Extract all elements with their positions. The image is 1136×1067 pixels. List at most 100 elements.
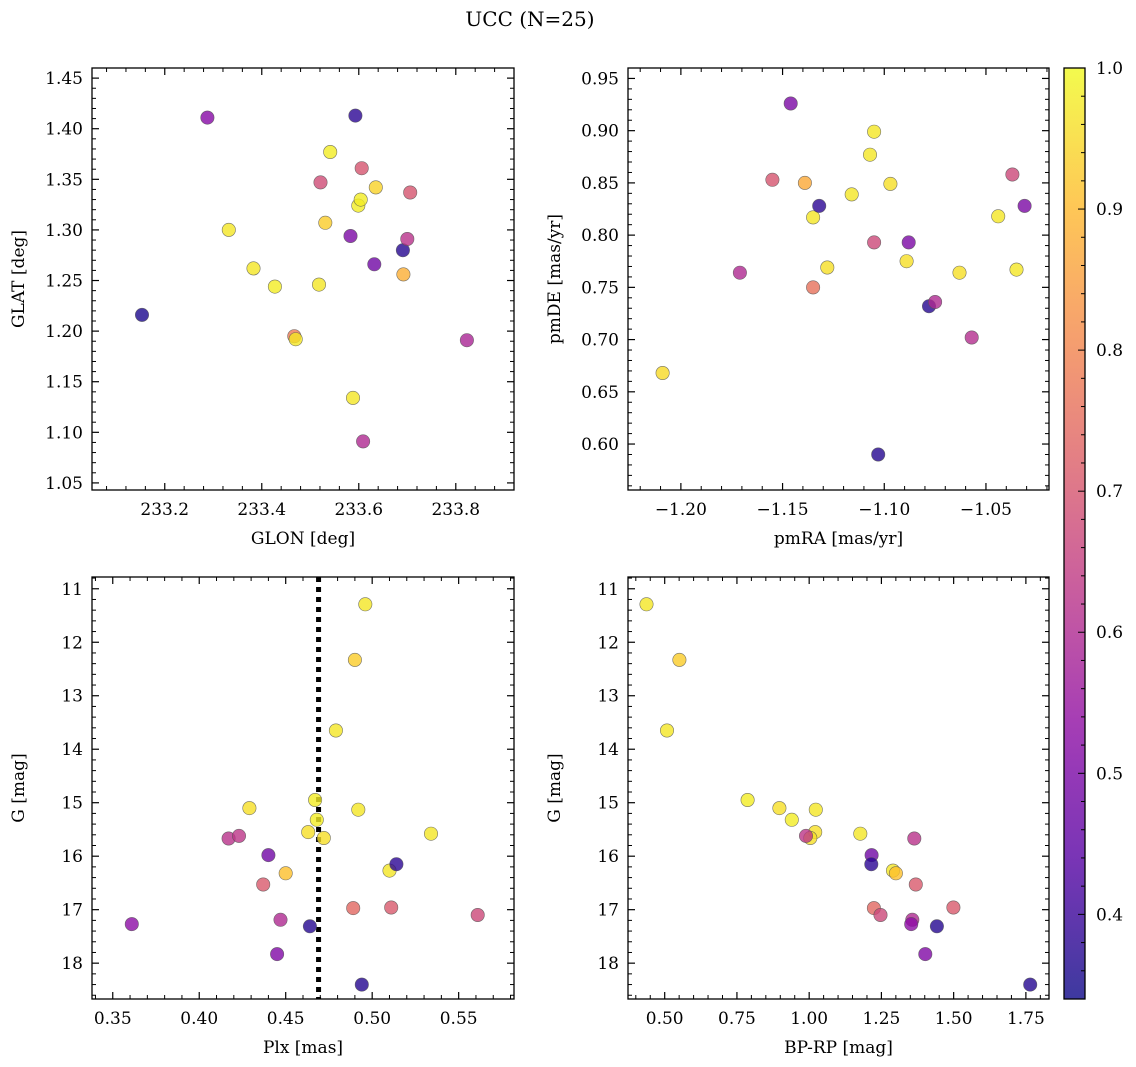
data-point xyxy=(784,812,799,827)
y-tick-label: 1.30 xyxy=(45,221,83,241)
data-point xyxy=(318,215,333,230)
data-point xyxy=(232,828,247,843)
data-point xyxy=(783,96,798,111)
data-point xyxy=(806,280,821,295)
x-tick-label: −1.05 xyxy=(960,500,1012,520)
x-axis-label: pmRA [mas/yr] xyxy=(774,529,903,549)
data-point xyxy=(844,187,859,202)
x-tick-label: 0.40 xyxy=(180,1009,218,1029)
x-tick-label: 233.2 xyxy=(140,500,189,520)
data-point xyxy=(270,947,285,962)
data-point xyxy=(853,826,868,841)
y-tick-label: 15 xyxy=(61,794,83,814)
data-point xyxy=(929,919,944,934)
x-tick-label: 233.8 xyxy=(431,500,480,520)
x-tick-label: 1.75 xyxy=(1007,1009,1045,1029)
data-point xyxy=(470,907,485,922)
y-tick-label: 11 xyxy=(597,580,619,600)
y-axis-label: pmDE [mas/yr] xyxy=(545,214,565,344)
data-point xyxy=(1005,167,1020,182)
x-tick-label: 0.50 xyxy=(353,1009,391,1029)
data-point xyxy=(323,145,338,160)
colorbar-tick-label: 1.0 xyxy=(1096,59,1123,79)
x-tick-label: 233.4 xyxy=(237,500,286,520)
data-point xyxy=(396,267,411,282)
data-point xyxy=(346,901,361,916)
data-point xyxy=(772,801,787,816)
x-tick-label: −1.15 xyxy=(757,500,809,520)
x-tick-label: −1.10 xyxy=(858,500,910,520)
data-point xyxy=(221,222,236,237)
data-point xyxy=(309,812,324,827)
data-point xyxy=(1023,977,1038,992)
colorbar-gradient xyxy=(1064,68,1085,999)
y-tick-label: 14 xyxy=(597,740,619,760)
y-tick-label: 0.85 xyxy=(581,174,619,194)
data-point xyxy=(873,907,888,922)
data-point xyxy=(358,597,373,612)
y-tick-label: 1.25 xyxy=(45,272,83,292)
data-point xyxy=(301,825,316,840)
data-point xyxy=(389,857,404,872)
y-tick-label: 17 xyxy=(61,901,83,921)
data-point xyxy=(347,652,362,667)
x-tick-label: 233.6 xyxy=(334,500,383,520)
data-point xyxy=(904,917,919,932)
data-point xyxy=(806,210,821,225)
data-point xyxy=(351,802,366,817)
data-point xyxy=(991,209,1006,224)
colorbar-tick-label: 0.4 xyxy=(1096,905,1123,925)
data-point xyxy=(261,848,276,863)
y-tick-label: 18 xyxy=(597,954,619,974)
data-point xyxy=(928,294,943,309)
data-point xyxy=(400,232,415,247)
data-point xyxy=(403,185,418,200)
data-point xyxy=(1009,262,1024,277)
data-point xyxy=(812,198,827,213)
axes-frame xyxy=(627,576,1050,1000)
data-point xyxy=(946,900,961,915)
x-tick-label: 0.35 xyxy=(94,1009,132,1029)
point-group xyxy=(639,597,1038,992)
data-point xyxy=(354,977,369,992)
data-point xyxy=(302,919,317,934)
axes-frame xyxy=(627,67,1050,491)
x-tick-label: 0.50 xyxy=(646,1009,684,1029)
y-tick-label: 16 xyxy=(597,847,619,867)
colorbar-tick-label: 0.8 xyxy=(1096,341,1123,361)
data-point xyxy=(1017,198,1032,213)
y-tick-label: 14 xyxy=(61,740,83,760)
data-point xyxy=(659,723,674,738)
data-point xyxy=(765,172,780,187)
data-point xyxy=(867,124,882,139)
y-tick-label: 16 xyxy=(61,847,83,867)
panel-top-right: −1.20 −1.15 −1.10 −1.05 0.60 0.65 0.70 0.75 0.80… xyxy=(545,67,1050,549)
panel-top-left: 233.2 233.4 233.6 233.8 1.05 1.10 1.15 1.20 1.25… xyxy=(9,67,515,549)
data-point xyxy=(368,180,383,195)
data-point xyxy=(907,831,922,846)
y-tick-label: 13 xyxy=(597,687,619,707)
x-tick-label: 0.55 xyxy=(440,1009,478,1029)
y-axis-label: G [mag] xyxy=(9,753,29,822)
data-point xyxy=(798,828,813,843)
data-point xyxy=(459,333,474,348)
data-point xyxy=(732,265,747,280)
data-point xyxy=(899,254,914,269)
data-point xyxy=(797,175,812,190)
data-point xyxy=(308,792,323,807)
data-point xyxy=(200,110,215,125)
y-tick-label: 1.45 xyxy=(45,69,83,89)
data-point xyxy=(124,917,139,932)
data-point xyxy=(345,390,360,405)
y-tick-label: 18 xyxy=(61,954,83,974)
colorbar-tick-label: 0.6 xyxy=(1096,623,1123,643)
colorbar: 0.4 0.5 0.6 0.7 0.8 0.9 1.0 xyxy=(1063,59,1123,1000)
data-point xyxy=(964,330,979,345)
panel-bottom-left: 0.35 0.40 0.45 0.50 0.55 11 12 13 14 15 16 17 18 Plx … xyxy=(9,576,515,1058)
data-point xyxy=(311,277,326,292)
axes-frame xyxy=(91,67,515,491)
y-tick-label: 0.90 xyxy=(581,122,619,142)
x-axis-label: Plx [mas] xyxy=(263,1038,343,1058)
data-point xyxy=(672,652,687,667)
data-point xyxy=(655,365,670,380)
